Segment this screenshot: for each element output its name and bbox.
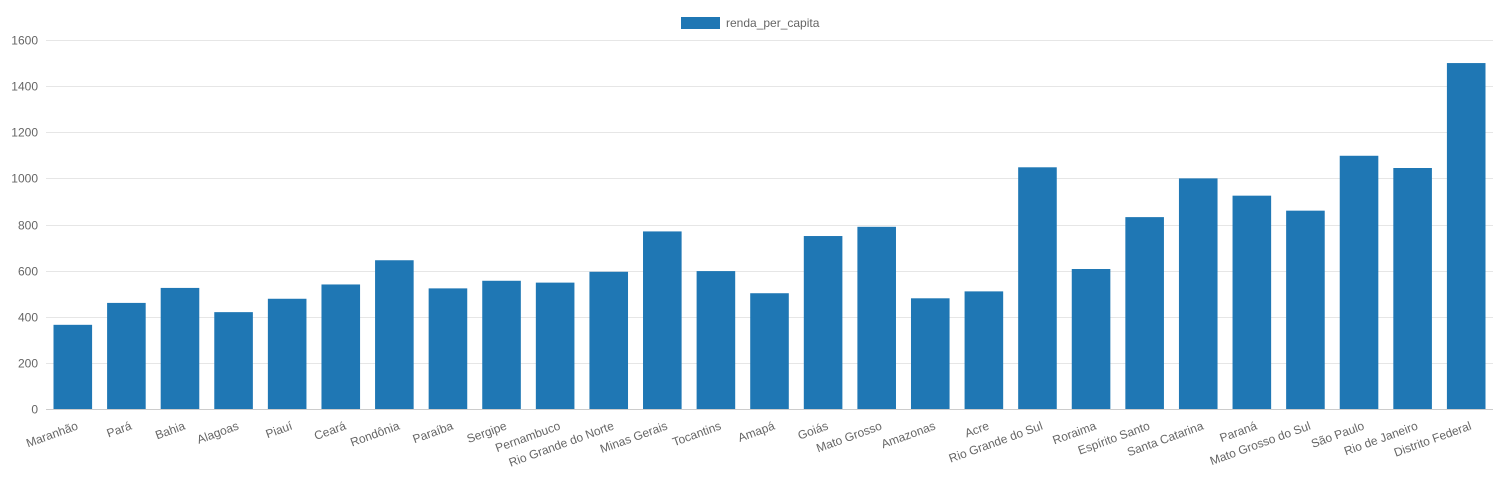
bar[interactable] (1393, 168, 1432, 409)
bar[interactable] (1018, 167, 1057, 409)
bar[interactable] (1232, 195, 1272, 409)
bar[interactable] (482, 280, 521, 409)
bar[interactable] (428, 288, 468, 409)
y-axis: 0 200 400 600 800 1000 1200 1400 1600 (11, 34, 38, 417)
bar[interactable] (696, 271, 736, 409)
y-tick-label: 800 (18, 219, 38, 233)
y-tick-label: 1400 (11, 80, 38, 94)
bar[interactable] (589, 271, 629, 409)
legend-label[interactable]: renda_per_capita (726, 16, 820, 30)
x-tick-label: Ceará (312, 419, 348, 443)
bar[interactable] (750, 293, 789, 409)
legend[interactable]: renda_per_capita (681, 16, 820, 30)
x-tick-label: Bahia (153, 419, 187, 443)
x-tick-label: Alagoas (195, 419, 241, 447)
x-tick-label: Rio Grande do Sul (947, 419, 1045, 466)
y-tick-label: 600 (18, 265, 38, 279)
x-tick-label: Amazonas (879, 419, 937, 452)
bar[interactable] (160, 287, 200, 409)
x-tick-label: Paraíba (411, 419, 456, 447)
x-tick-label: Piauí (264, 418, 295, 441)
bar[interactable] (803, 236, 843, 409)
y-tick-label: 0 (31, 403, 38, 417)
bar[interactable] (1446, 63, 1486, 410)
bar[interactable] (857, 226, 896, 409)
bar[interactable] (321, 284, 361, 409)
y-tick-label: 400 (18, 311, 38, 325)
bar[interactable] (267, 298, 307, 409)
y-tick-label: 1000 (11, 172, 38, 186)
legend-swatch[interactable] (681, 17, 720, 29)
x-tick-label: Maranhão (24, 419, 80, 451)
x-tick-label: Rondônia (348, 419, 401, 450)
bar[interactable] (375, 260, 414, 409)
bars (53, 63, 1486, 410)
x-tick-label: Pará (105, 419, 134, 441)
bar[interactable] (1071, 269, 1111, 409)
bar[interactable] (1339, 155, 1379, 409)
bar[interactable] (1125, 217, 1164, 409)
bar[interactable] (643, 231, 682, 409)
y-tick-label: 200 (18, 357, 38, 371)
y-tick-label: 1600 (11, 34, 38, 48)
bar[interactable] (107, 302, 146, 409)
bar[interactable] (1178, 178, 1218, 410)
bar[interactable] (910, 298, 950, 409)
bar[interactable] (964, 291, 1004, 409)
bar[interactable] (53, 324, 93, 409)
y-tick-label: 1200 (11, 126, 38, 140)
bar[interactable] (1286, 210, 1325, 409)
x-tick-label: Tocantins (671, 419, 723, 449)
x-axis: Maranhão Pará Bahia Alagoas Piauí Ceará Rondôn… (24, 418, 1473, 469)
x-tick-label: Amapá (736, 419, 777, 445)
bar[interactable] (214, 312, 253, 409)
bar[interactable] (535, 282, 575, 409)
